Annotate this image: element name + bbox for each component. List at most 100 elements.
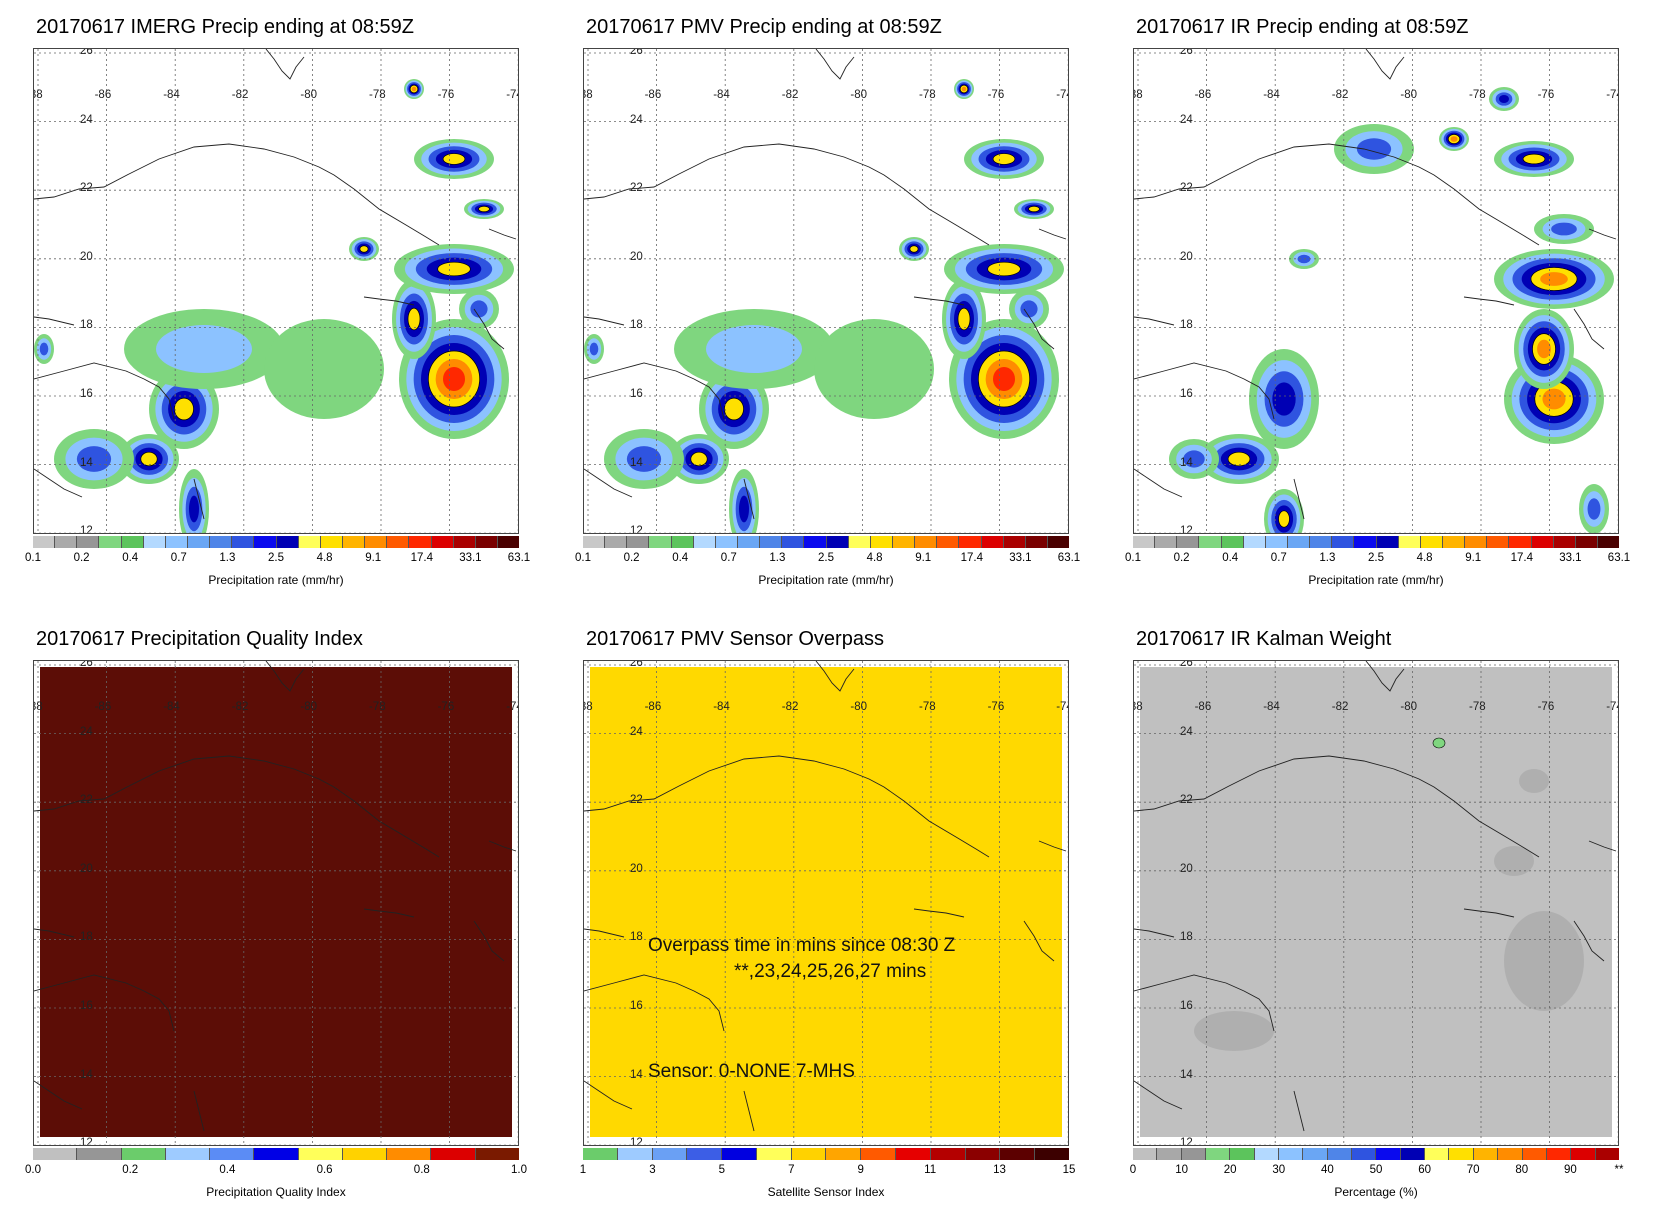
latitude-label: 24 bbox=[80, 113, 93, 126]
colorbar-swatch bbox=[1487, 536, 1510, 548]
longitude-label: -84 bbox=[713, 89, 730, 101]
colorbar-swatch bbox=[1303, 1148, 1328, 1160]
colorbar-tick-label: 0.4 bbox=[1222, 552, 1239, 564]
colorbar-swatch bbox=[77, 536, 100, 548]
latitude-label: 24 bbox=[630, 725, 643, 738]
latitude-label: 26 bbox=[80, 48, 93, 57]
colorbar-swatch bbox=[583, 536, 606, 548]
colorbar bbox=[33, 536, 520, 548]
colorbar-tick-label: 63.1 bbox=[1057, 552, 1081, 564]
latitude-label: 14 bbox=[630, 456, 643, 469]
colorbar-swatch bbox=[1221, 536, 1244, 548]
longitude-label: -74 bbox=[1606, 89, 1618, 101]
colorbar-tick-label: 1.3 bbox=[219, 552, 236, 564]
latitude-label: 26 bbox=[80, 660, 93, 669]
longitude-label: -88 bbox=[1134, 701, 1143, 713]
latitude-label: 18 bbox=[630, 319, 643, 332]
latitude-label: 16 bbox=[80, 388, 93, 400]
latitude-label: 14 bbox=[1180, 456, 1193, 469]
colorbar-swatch bbox=[1332, 536, 1355, 548]
panel-title: 20170617 IR Precip ending at 08:59Z bbox=[1136, 16, 1469, 38]
colorbar-swatch bbox=[1133, 536, 1156, 548]
latitude-label: 20 bbox=[80, 862, 93, 875]
colorbar-swatch bbox=[583, 1148, 618, 1160]
colorbar-swatch bbox=[298, 1148, 343, 1160]
colorbar-tick-label: 17.4 bbox=[1510, 552, 1533, 564]
colorbar-swatch bbox=[143, 536, 166, 548]
longitude-label: -84 bbox=[713, 701, 730, 713]
colorbar-tick-label: 15 bbox=[1062, 1164, 1076, 1176]
colorbar-swatch bbox=[342, 1148, 388, 1160]
longitude-label: -82 bbox=[1331, 89, 1349, 101]
colorbar-swatch bbox=[1546, 1148, 1572, 1160]
colorbar-swatch bbox=[1243, 536, 1266, 548]
colorbar bbox=[33, 1148, 519, 1160]
colorbar-tick-label: 0.4 bbox=[672, 552, 689, 564]
colorbar bbox=[583, 1148, 1069, 1160]
colorbar-tick-label: 9 bbox=[857, 1164, 864, 1176]
colorbar-swatch bbox=[1498, 1148, 1523, 1160]
colorbar-ticks: 1 3 5 7 9 11 13 15 bbox=[580, 1164, 1076, 1180]
longitude-label: -86 bbox=[644, 89, 662, 101]
colorbar-tick-label: 0.4 bbox=[219, 1164, 236, 1176]
colorbar-tick-label: 2.5 bbox=[268, 552, 284, 564]
colorbar-swatch bbox=[254, 536, 277, 548]
latitude-label: 14 bbox=[630, 1068, 643, 1081]
colorbar-swatch bbox=[1327, 1148, 1353, 1160]
colorbar-swatch bbox=[965, 1148, 1001, 1160]
colorbar-tick-label: 1.3 bbox=[1319, 552, 1336, 564]
colorbar-swatch bbox=[617, 1148, 653, 1160]
colorbar-swatch bbox=[861, 1148, 897, 1160]
colorbar-swatch bbox=[1571, 1148, 1596, 1160]
colorbar-tick-label: 10 bbox=[1175, 1164, 1188, 1176]
latitude-label: 14 bbox=[80, 456, 93, 469]
colorbar-tick-label: 4.8 bbox=[866, 552, 883, 564]
colorbar-swatch bbox=[756, 1148, 792, 1160]
colorbar-swatch bbox=[930, 1148, 966, 1160]
colorbar-tick-label: 0.7 bbox=[170, 552, 187, 564]
latitude-label: 12 bbox=[80, 525, 93, 534]
latitude-label: 26 bbox=[1180, 660, 1193, 669]
colorbar-swatch bbox=[254, 1148, 299, 1160]
latitude-label: 26 bbox=[630, 660, 643, 669]
colorbar bbox=[1133, 1148, 1619, 1160]
longitude-label: -78 bbox=[1469, 701, 1486, 713]
colorbar-swatch bbox=[981, 536, 1004, 548]
colorbar-tick-label: 0.8 bbox=[413, 1164, 430, 1176]
colorbar-swatch bbox=[1531, 536, 1554, 548]
map-plot: 26 24 22 20 18 16 14 12 -88 -86 -84 -82 -80 -78 -76 -74 bbox=[33, 48, 519, 534]
longitude-label: -76 bbox=[437, 701, 455, 713]
longitude-label: -80 bbox=[1400, 701, 1418, 713]
colorbar-tick-label: 0.2 bbox=[73, 552, 90, 564]
colorbar-swatch bbox=[1597, 536, 1620, 548]
colorbar-swatch bbox=[475, 536, 498, 548]
latitude-label: 12 bbox=[1180, 525, 1193, 534]
map-plot: 26 24 22 20 18 16 14 12 -88 -86 -84 -82 -80 -78 -76 -74 bbox=[1133, 660, 1619, 1146]
colorbar-swatch bbox=[1553, 536, 1576, 548]
latitude-label: 16 bbox=[1180, 388, 1193, 400]
panel-pqi: 20170617 Precipitation Quality Index 26 2… bbox=[25, 628, 573, 1228]
colorbar-swatch bbox=[1133, 1148, 1158, 1160]
longitude-label: -74 bbox=[1056, 89, 1068, 101]
colorbar-tick-label: 7 bbox=[788, 1164, 795, 1176]
colorbar-swatch bbox=[121, 1148, 166, 1160]
colorbar-swatch bbox=[475, 1148, 519, 1160]
latitude-label: 18 bbox=[630, 931, 643, 944]
colorbar-swatch bbox=[1522, 1148, 1547, 1160]
latitude-label: 16 bbox=[630, 1000, 643, 1012]
latitude-label: 18 bbox=[80, 319, 93, 332]
latitude-label: 22 bbox=[630, 794, 643, 807]
colorbar-swatch bbox=[1157, 1148, 1182, 1160]
longitude-label: -88 bbox=[34, 89, 43, 101]
longitude-label: -74 bbox=[1056, 701, 1068, 713]
latitude-label: 12 bbox=[630, 525, 643, 534]
colorbar-tick-label: 70 bbox=[1466, 1164, 1480, 1176]
colorbar-swatch bbox=[1199, 536, 1222, 548]
sensor-legend-text: Sensor: 0-NONE 7-MHS bbox=[648, 1061, 855, 1082]
colorbar-ticks: 0 10 20 30 40 50 60 70 80 90 ** bbox=[1130, 1164, 1624, 1180]
panel-imerg: 20170617 IMERG Precip ending at 08:59Z 2… bbox=[25, 16, 573, 616]
panel-overpass: 20170617 PMV Sensor Overpass Overpass ti… bbox=[580, 628, 1123, 1228]
colorbar-swatch bbox=[915, 536, 938, 548]
panel-kalman: 20170617 IR Kalman Weight 26 24 22 20 18 16 14… bbox=[1130, 628, 1653, 1228]
colorbar-swatch bbox=[165, 536, 188, 548]
